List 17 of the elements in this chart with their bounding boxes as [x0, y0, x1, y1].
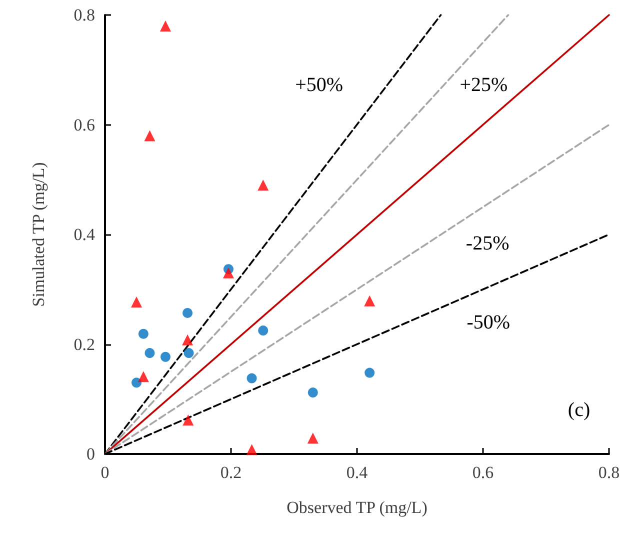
x-tick-label: 0.4: [346, 463, 368, 482]
y-tick-label: 0.8: [74, 6, 95, 24]
y-axis-title: Simulated TP (mg/L): [29, 162, 48, 307]
annotation: (c): [568, 399, 590, 421]
x-tick-label: 0: [100, 463, 110, 482]
x-tick-label: 0.6: [472, 463, 494, 482]
y-tick-label: 0.2: [74, 334, 95, 354]
series-label: -25%: [466, 232, 510, 254]
x-tick-label: 0.2: [220, 463, 242, 482]
y-tick-label: 0.4: [74, 225, 96, 244]
y-tick-label: 0: [86, 444, 95, 464]
series-label: +25%: [460, 74, 508, 96]
series-label: +50%: [295, 74, 344, 96]
y-tick-label: 0.6: [74, 115, 95, 134]
series-label: -50%: [466, 311, 510, 334]
x-tick-label: 0.8: [598, 463, 620, 482]
x-axis-title: Observed TP (mg/L): [286, 498, 428, 517]
